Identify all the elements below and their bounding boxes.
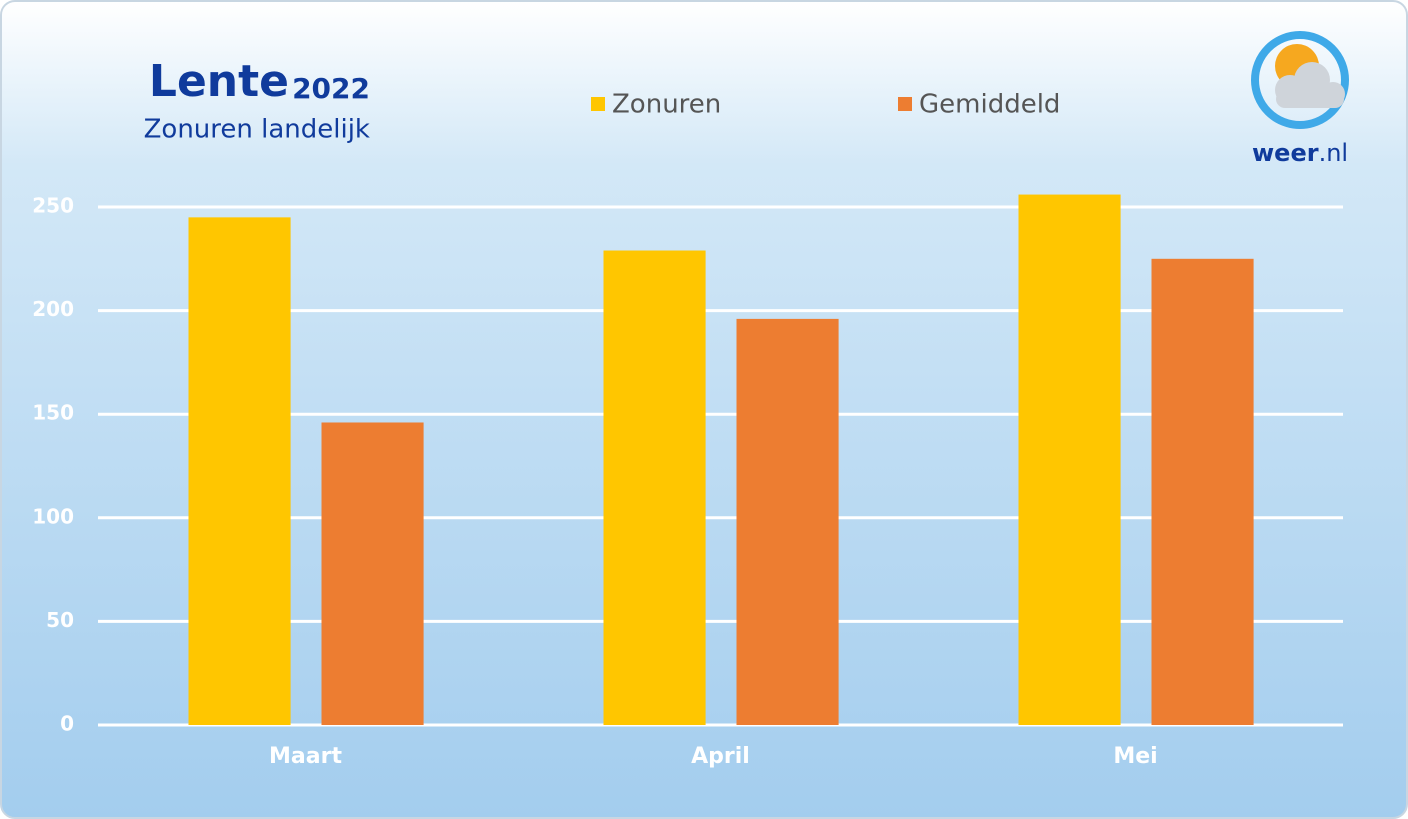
legend-label: Gemiddeld (919, 90, 1060, 120)
x-tick-label: Maart (269, 744, 342, 769)
y-tick-label: 100 (32, 504, 74, 528)
bar (736, 318, 839, 725)
bar (1151, 258, 1254, 725)
chart-title: Lente (149, 56, 289, 107)
y-tick-label: 200 (32, 297, 74, 321)
y-tick-label: 250 (32, 194, 74, 218)
chart-subtitle: Zonuren landelijk (144, 115, 370, 145)
x-tick-label: Mei (1113, 744, 1157, 769)
chart-title-year: 2022 (292, 72, 370, 105)
logo: weer.nl (1251, 31, 1349, 167)
y-tick-label: 150 (32, 401, 74, 425)
logo-text: weer.nl (1252, 139, 1348, 167)
bar (321, 422, 424, 725)
bar (1018, 194, 1121, 725)
legend-label: Zonuren (612, 90, 721, 120)
bar (603, 250, 706, 725)
bar (188, 217, 291, 726)
y-tick-label: 50 (46, 608, 74, 632)
legend-swatch (591, 97, 605, 111)
x-tick-label: April (691, 744, 750, 769)
y-tick-label: 0 (60, 712, 74, 736)
logo-cloud (1275, 62, 1345, 108)
logo-ring (1251, 31, 1349, 129)
legend-swatch (898, 97, 912, 111)
